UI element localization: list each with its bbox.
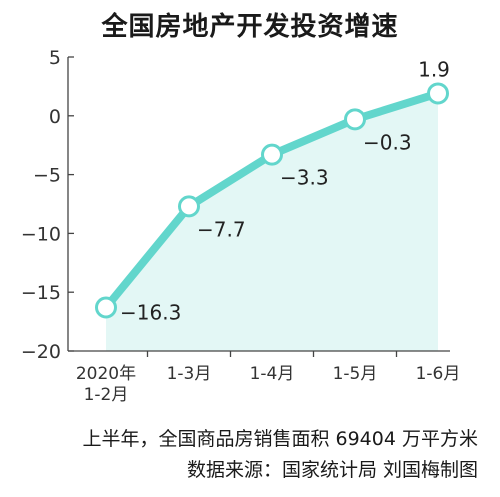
data-point: [95, 296, 117, 319]
data-label: −3.3: [280, 166, 329, 190]
data-point: [178, 195, 200, 218]
x-tick-label: 1-6月: [416, 364, 461, 384]
data-label: −16.3: [120, 300, 181, 324]
data-point: [427, 82, 449, 105]
data-label: 1.9: [418, 57, 450, 81]
x-tick-label: 1-3月: [167, 364, 212, 384]
y-tick-label: 0: [49, 106, 61, 128]
y-tick-label: −10: [21, 223, 61, 245]
x-tick-label: 2020年 1-2月: [76, 364, 136, 405]
footer-source-credit: 数据来源：国家统计局 刘国梅制图: [186, 459, 478, 481]
footer-sales-area-note: 上半年，全国商品房销售面积 69404 万平方米: [82, 428, 478, 450]
data-label: −0.3: [363, 130, 412, 154]
chart-title: 全国房地产开发投资增速: [101, 12, 399, 42]
y-tick-label: 5: [49, 47, 61, 69]
y-tick-label: −5: [33, 165, 61, 187]
y-tick-label: −20: [21, 341, 61, 363]
area-fill: [106, 93, 438, 352]
data-point: [344, 108, 366, 131]
y-tick-label: −15: [21, 282, 61, 304]
data-point: [261, 143, 283, 166]
x-tick-label: 1-5月: [333, 364, 378, 384]
data-label: −7.7: [197, 217, 246, 241]
x-tick-label: 1-4月: [250, 364, 295, 384]
